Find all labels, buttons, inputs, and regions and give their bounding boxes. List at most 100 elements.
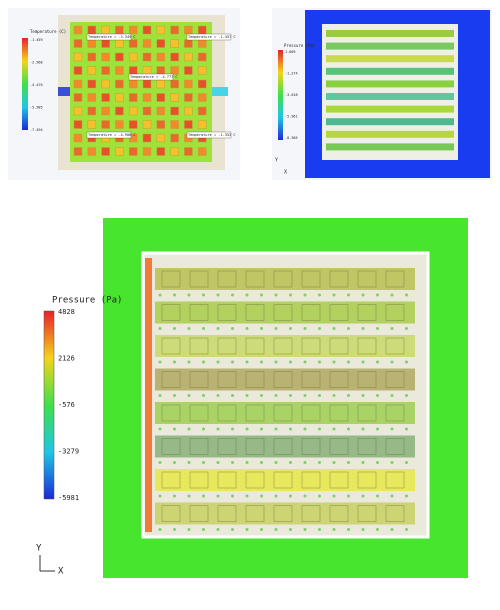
block [115,52,124,62]
annotation: Temperature = -1.353 C [188,133,236,137]
dot [347,461,350,464]
axis-x: X [284,170,287,176]
legend-tick: 4828 [58,308,75,316]
dot [347,360,350,364]
dot [231,461,234,464]
block [197,52,207,62]
cell [161,337,181,355]
dot [390,528,394,531]
dot [347,494,350,498]
axis-y: Y [275,158,278,164]
dot [405,427,408,431]
cell [245,270,265,288]
dot [332,494,336,498]
block [73,120,83,129]
dot [158,494,162,498]
block [156,52,166,62]
block [156,66,166,75]
block [197,120,207,129]
block [87,25,97,35]
block [87,106,97,116]
dot [187,360,191,364]
dot [303,327,307,330]
dot [332,327,336,330]
stripe [155,435,415,458]
cell [189,471,209,489]
dot [376,293,379,297]
dot [361,360,365,364]
dot [332,394,336,397]
dot [318,327,321,330]
cell [385,471,405,489]
dot [158,293,162,297]
block [142,106,152,116]
cell [161,404,181,422]
dot [202,427,205,431]
cell [301,337,321,355]
cell [329,404,349,422]
stripe [155,268,415,290]
dot [289,394,292,397]
legend-tick: -4.476 [30,83,43,87]
block [197,25,207,35]
block [115,39,124,48]
stripe [155,368,415,391]
cell [161,270,181,288]
dot [187,394,191,397]
dot [332,461,336,464]
dot [173,293,176,297]
legend-tick: 1.069 [285,50,296,54]
annotation-box [86,131,132,139]
legend-tick: -3279 [58,448,79,456]
block [197,93,207,102]
cell [273,304,293,321]
dot [361,494,365,498]
block [115,106,124,116]
dot [289,427,292,431]
cell [217,471,237,489]
dot [347,293,350,297]
dot [231,293,234,297]
cell [189,304,209,321]
dot [260,394,263,397]
dot [260,293,263,297]
dot [289,494,292,498]
dot [231,360,234,364]
axis-x: X [58,567,64,577]
stripe [155,402,415,424]
dot [361,394,365,397]
dot [245,528,249,531]
dot [390,461,394,464]
block [87,93,97,102]
stripe [326,118,454,126]
dot [405,494,408,498]
dot [347,528,350,531]
legend-tick: -5981 [58,494,79,502]
block [87,66,97,75]
dot [260,494,263,498]
outlet [210,87,228,96]
dot [332,360,336,364]
block [128,52,138,62]
block [170,147,179,156]
block [101,79,110,89]
dot [202,394,205,397]
dot [158,528,162,531]
cell [357,337,377,355]
cell [385,505,405,522]
dot [318,360,321,364]
block [87,39,97,48]
annotation-box [86,33,132,41]
cell [301,371,321,388]
dot [361,427,365,431]
legend-tick: -1.459 [30,38,43,42]
dot [202,360,205,364]
dot [274,461,278,464]
legend-title: Temperature (C) [30,29,66,34]
dot [289,528,292,531]
dot [245,461,249,464]
dot [158,427,162,431]
cell [385,304,405,321]
block [142,39,152,48]
block [101,52,110,62]
